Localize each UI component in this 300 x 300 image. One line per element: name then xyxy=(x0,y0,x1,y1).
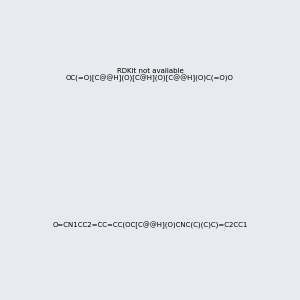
Text: RDKit not available
OC(=O)[C@@H](O)[C@H](O)[C@@H](O)C(=O)O: RDKit not available OC(=O)[C@@H](O)[C@H]… xyxy=(66,68,234,82)
Text: O=CN1CC2=CC=CC(OC[C@@H](O)CNC(C)(C)C)=C2CC1: O=CN1CC2=CC=CC(OC[C@@H](O)CNC(C)(C)C)=C2… xyxy=(52,221,248,229)
